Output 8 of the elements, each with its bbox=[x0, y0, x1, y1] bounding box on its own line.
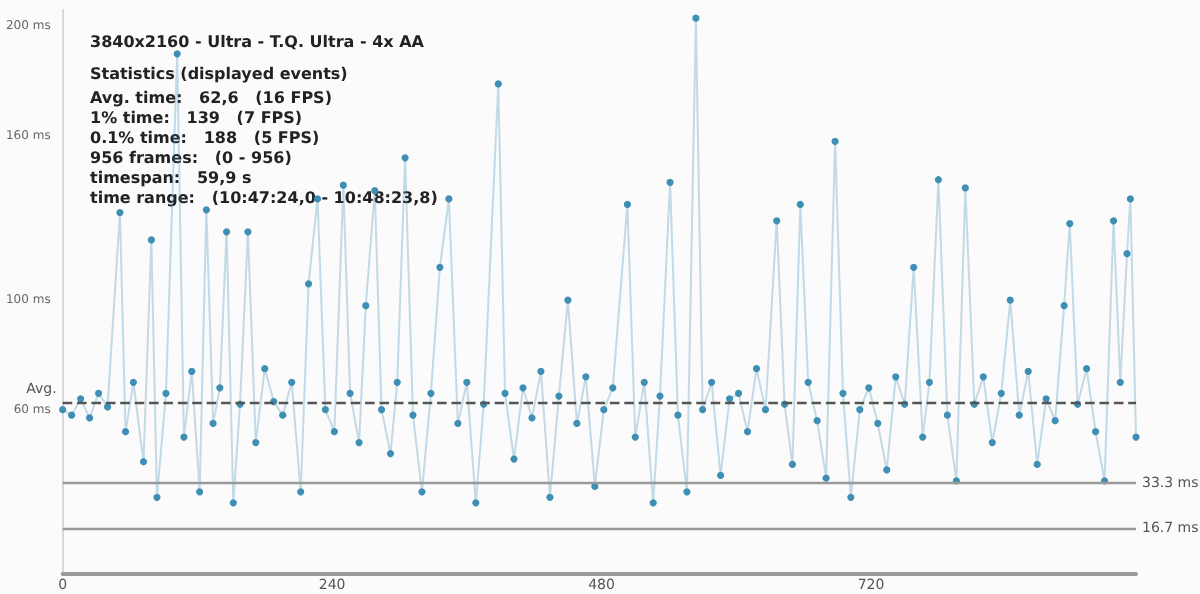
annotation: 1% time: 139 (7 FPS) bbox=[90, 109, 303, 127]
annotation: timespan: 59,9 s bbox=[90, 169, 252, 187]
text: 3840x2160 - Ultra - T.Q. Ultra - 4x AA bbox=[90, 33, 426, 51]
annotation: 0.1% time: 188 (5 FPS) bbox=[90, 129, 320, 147]
annotation: Statistics (displayed events) bbox=[90, 65, 348, 83]
annotation: time range: (10:47:24,0 - 10:48:23,8) bbox=[90, 189, 438, 207]
annotation: Avg. time: 62,6 (16 FPS) bbox=[90, 89, 332, 107]
annotation: 956 frames: (0 - 956) bbox=[90, 149, 292, 167]
